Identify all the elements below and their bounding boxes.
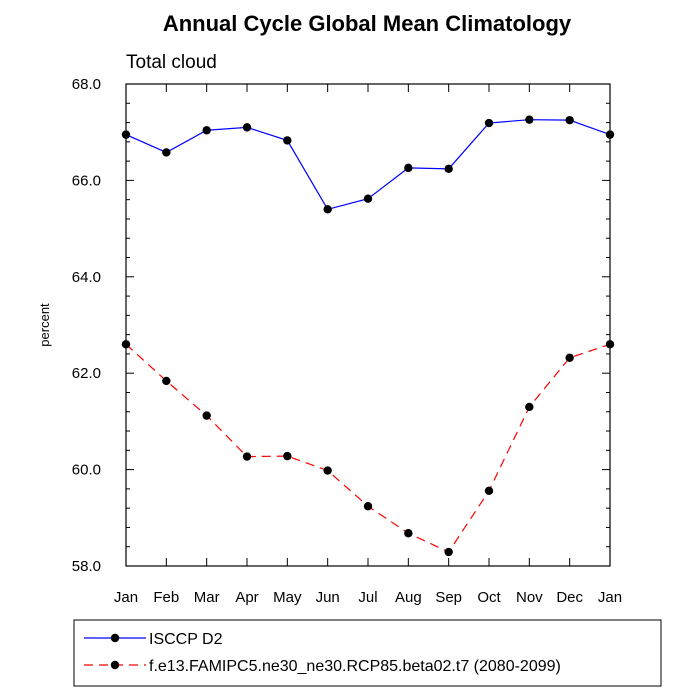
x-tick-label: Mar [194, 589, 220, 606]
data-point [202, 126, 211, 135]
y-tick-label: 68.0 [72, 76, 101, 93]
data-point [484, 118, 494, 128]
axes: 58.0 60.0 62.0 64.0 66.0 68.0 Jan Feb Mar Apr May J… [72, 76, 622, 606]
x-tick-label: Aug [395, 589, 422, 606]
chart-subtitle: Total cloud [126, 52, 217, 73]
x-tick-label: Jul [358, 589, 377, 606]
legend-item: ISCCP D2 [84, 631, 223, 648]
data-point [283, 136, 292, 145]
data-point [363, 194, 373, 203]
data-point [242, 452, 252, 461]
chart-title: Annual Cycle Global Mean Climatology [163, 11, 572, 36]
x-tick-label: Apr [235, 589, 258, 606]
x-tick-label: Jan [114, 589, 138, 606]
data-point [162, 148, 171, 157]
data-point [121, 130, 131, 139]
legend: ISCCP D2 f.e13.FAMIPC5.ne30_ne30.RCP85.be… [73, 619, 662, 687]
y-tick-label: 58.0 [72, 558, 101, 575]
data-point [242, 123, 252, 132]
data-point [605, 130, 615, 139]
data-point [323, 466, 332, 475]
data-point [363, 502, 373, 511]
data-point [283, 451, 292, 461]
legend-marker [110, 633, 120, 643]
x-tick-label: Nov [516, 589, 543, 606]
data-point [202, 411, 211, 420]
data-point [565, 353, 574, 362]
x-tick-label: Jan [598, 589, 622, 606]
y-axis-label: percent [37, 303, 52, 347]
data-point [525, 402, 534, 412]
legend-label: ISCCP D2 [149, 631, 223, 648]
legend-marker [110, 660, 120, 670]
y-tick-label: 66.0 [72, 172, 101, 189]
data-point [121, 340, 131, 349]
data-point [444, 547, 453, 557]
x-tick-label: Dec [556, 589, 583, 606]
series-line [125, 343, 611, 553]
x-tick-label: Jun [316, 589, 340, 606]
data-point [404, 163, 413, 173]
y-tick-label: 64.0 [72, 269, 101, 286]
data-point [444, 164, 453, 174]
data-point [404, 529, 413, 538]
data-point [162, 376, 171, 386]
x-tick-label: Feb [153, 589, 179, 606]
plot-frame [125, 83, 611, 567]
legend-box [73, 619, 662, 687]
data-point [525, 115, 534, 124]
y-tick-label: 62.0 [72, 365, 101, 382]
x-tick-label: Sep [435, 589, 462, 606]
y-tick-label: 60.0 [72, 462, 101, 479]
series-layer [121, 115, 615, 557]
x-tick-label: Oct [477, 589, 501, 606]
data-point [484, 486, 494, 496]
series-1 [121, 115, 615, 214]
x-tick-label: May [273, 589, 302, 606]
series-2 [121, 340, 615, 557]
data-point [323, 205, 332, 214]
legend-item: f.e13.FAMIPC5.ne30_ne30.RCP85.beta02.t7 … [84, 658, 561, 675]
data-point [605, 340, 615, 349]
data-point [565, 115, 574, 125]
legend-label: f.e13.FAMIPC5.ne30_ne30.RCP85.beta02.t7 … [149, 658, 561, 675]
